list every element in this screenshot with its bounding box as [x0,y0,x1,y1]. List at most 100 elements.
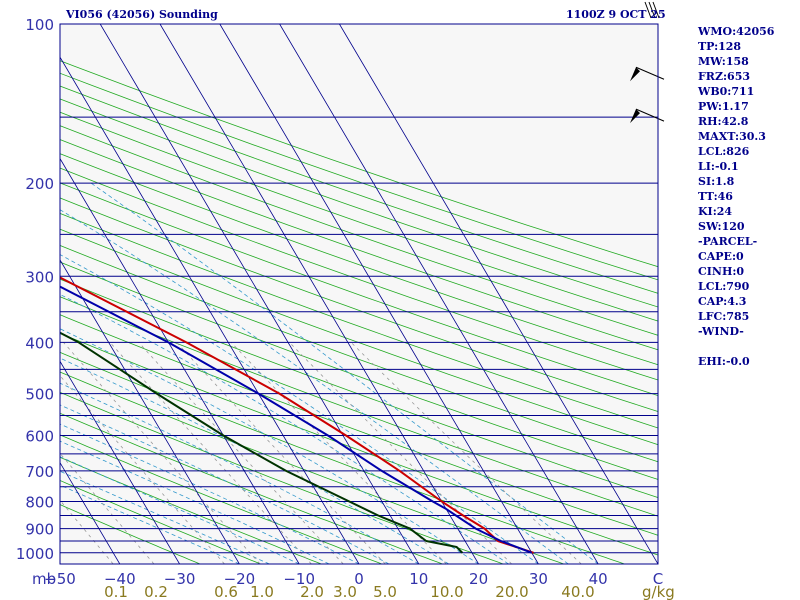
moist-adiabat [60,456,300,564]
dry-adiabat [60,244,658,463]
dry-adiabat [60,111,658,322]
dry-adiabat [60,98,658,308]
moist-adiabat [60,382,420,564]
plot-frame [59,23,659,565]
dry-adiabat [60,371,564,564]
pressure-tick-label: 400 [25,334,54,352]
mixing-ratio-label: 2.0 [300,583,324,600]
stats-line: CAP:4.3 [698,295,747,308]
mixing-ratio-line [350,342,582,564]
pressure-tick-label: 600 [25,427,54,445]
dry-adiabat [60,153,658,366]
dry-adiabat [60,351,625,564]
mixing-ratio-label: 0.1 [104,583,128,600]
stats-line: FRZ:653 [698,70,751,83]
dry-adiabat [60,434,383,564]
dry-adiabat [60,139,658,351]
stats-line: WMO:42056 [698,25,775,38]
mixing-ratio-line [109,342,312,564]
dry-adiabat [60,504,201,564]
profile-layer [60,276,534,554]
isotherm [339,24,658,564]
isotherm [60,360,180,564]
stats-spacer [698,339,798,354]
dry-adiabat [60,167,658,381]
pressure-tick-label: 200 [25,175,54,193]
isotherm [60,563,61,564]
temperature-line [60,276,534,554]
stats-line: LCL:790 [698,280,750,293]
wind-barb-flag [630,67,640,82]
wind-barb-staff [644,1,652,19]
wind-barb [630,66,665,82]
temperature-tick-label: −10 [283,570,315,588]
station-title: VI056 (42056) Sounding [66,8,218,21]
temperature-tick-label: −20 [224,570,256,588]
mixing-ratio-label: 0.6 [214,583,238,600]
isotherm [99,24,420,564]
stats-line: PW:1.17 [698,100,749,113]
dry-adiabat [60,278,658,499]
mixing-ratio-label: 0.2 [144,583,168,600]
dry-adiabat [60,332,658,556]
mixing-ratio-label: 1.0 [250,583,274,600]
moist-adiabat [60,470,270,564]
pressure-tick-label: 300 [25,268,54,286]
wind-barb [644,1,660,19]
temperature-tick-label: −30 [164,570,196,588]
isotherm [279,24,599,564]
temperature-tick-label: 40 [589,570,608,588]
temperature-tick-label: 10 [409,570,428,588]
moist-adiabat [60,254,539,564]
dry-adiabat [60,412,443,564]
stats-line: MW:158 [698,55,749,68]
isotherm [60,461,121,564]
isotherm [159,24,479,564]
moist-adiabat [60,440,330,564]
stats-line: TP:128 [698,40,742,53]
wind-barb-staff [652,1,660,19]
wind-barb-staff [648,1,656,19]
mixing-ratio-label: 40.0 [561,583,594,600]
mixing-unit-label: g/kg [642,583,675,600]
stats-ehi: EHI:-0.0 [698,355,750,368]
isotherm [219,24,539,564]
dry-adiabat [60,60,658,268]
dry-adiabat [60,480,261,564]
wind-barb [630,108,665,124]
wind-barb-flag [630,109,640,124]
dry-adiabat [60,212,658,429]
mixing-ratio-line [63,342,261,564]
dewpoint-line [60,331,464,554]
plot-background [60,24,658,564]
dry-adiabat [60,261,658,480]
time-title: 1100Z 9 OCT 25 [566,8,666,21]
isotherm [60,259,240,564]
stats-line: -PARCEL- [698,235,758,248]
stats-line: KI:24 [698,205,733,218]
stats-line: MAXT:30.3 [698,130,766,143]
stats-line: SI:1.8 [698,175,735,188]
dry-adiabat [60,391,504,564]
temperature-tick-label: C [653,570,663,588]
stats-line: CINH:0 [698,265,745,278]
dry-adiabat [60,182,658,397]
grid-layer [60,24,658,564]
wind-barb-staff [635,108,665,122]
pressure-tick-label: 900 [25,521,54,539]
pressure-unit-label: mb [32,570,56,588]
temperature-tick-label: 30 [529,570,548,588]
pressure-tick-label: 800 [25,494,54,512]
mixing-ratio-line [60,375,225,564]
isotherm [60,157,300,564]
pressure-tick-label: 500 [25,386,54,404]
stats-panel: WMO:42056 TP:128 MW:158 FRZ:653 WB0:711 PW:1.… [698,24,798,369]
stats-line: LFC:785 [698,310,750,323]
stats-line: -WIND- [698,325,744,338]
temperature-tick-label: 20 [469,570,488,588]
parcel-line [60,285,533,554]
pressure-tick-label: 1000 [16,545,54,563]
